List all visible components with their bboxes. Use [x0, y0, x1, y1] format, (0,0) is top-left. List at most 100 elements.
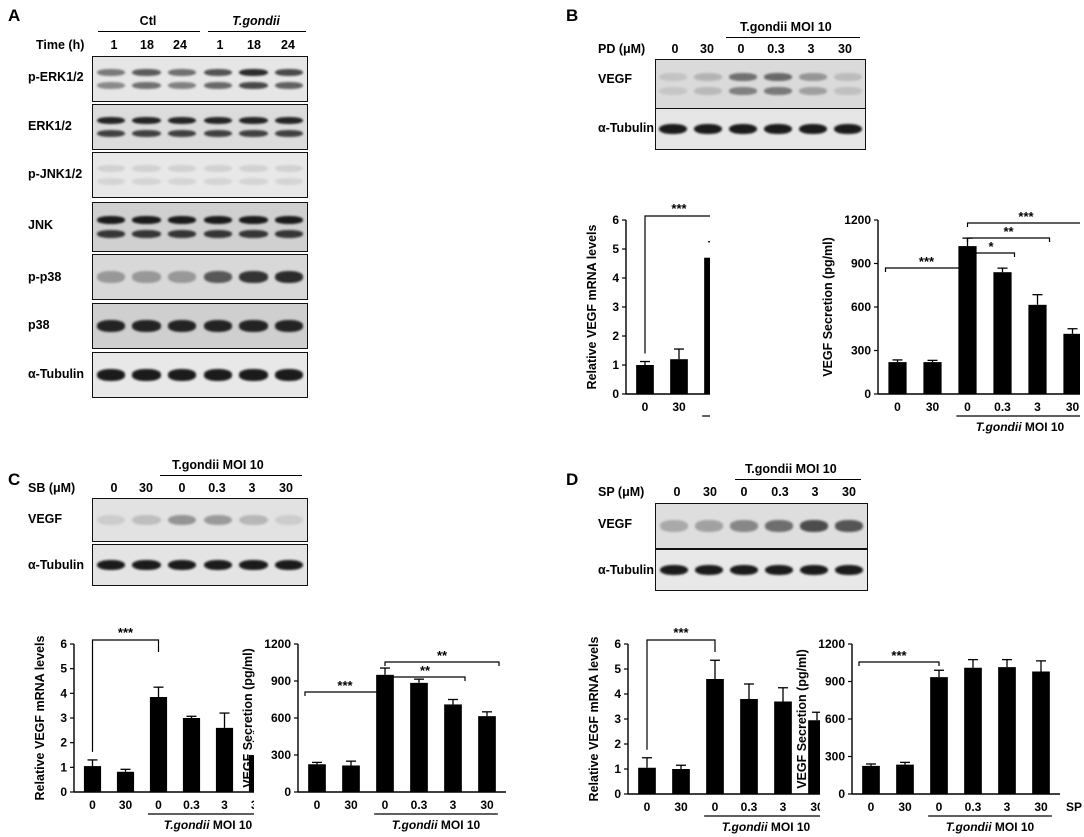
- x-tick-label: 30: [674, 800, 688, 814]
- blot-band: [763, 73, 792, 82]
- blot-band: [96, 229, 126, 238]
- x-tick-label: 30: [1066, 400, 1080, 414]
- blot-band: [694, 520, 723, 532]
- blot-band: [96, 165, 126, 173]
- bar: [964, 667, 982, 794]
- panel-label-b: B: [566, 6, 579, 25]
- blot-band: [167, 229, 197, 238]
- blot-band: [694, 123, 723, 135]
- blot-band: [96, 69, 126, 77]
- blot-band: [274, 177, 304, 185]
- y-tick-label: 0: [838, 787, 845, 801]
- blot-band: [239, 559, 268, 571]
- y-tick-label: 6: [614, 637, 621, 651]
- blot-band: [132, 320, 161, 332]
- lane-label: 30: [700, 42, 714, 56]
- blot-band: [96, 216, 126, 225]
- x-tick-label: 0: [382, 798, 389, 812]
- blot-label-tubulin: α-Tubulin: [28, 367, 85, 381]
- blot-band: [798, 86, 827, 95]
- lane-label: 1: [216, 38, 224, 52]
- significance-bracket: [966, 252, 1016, 257]
- blot-band: [239, 216, 268, 225]
- blot-band: [659, 564, 688, 576]
- bar: [410, 682, 428, 792]
- blot-band: [96, 369, 126, 381]
- bar: [670, 359, 688, 394]
- bar: [376, 674, 394, 792]
- x-unit-label: SP (μM): [1066, 800, 1084, 814]
- blot-band: [167, 271, 197, 283]
- x-tick-label: 30: [926, 400, 940, 414]
- y-tick-label: 6: [612, 213, 619, 227]
- lane-label: 0: [740, 485, 748, 499]
- lane-label: 0: [178, 481, 186, 495]
- significance-stars: ***: [919, 254, 935, 269]
- blot-band: [274, 117, 304, 125]
- y-axis-label: Relative VEGF mRNA levels: [33, 636, 47, 801]
- x-tick-label: 3: [780, 800, 787, 814]
- bar: [182, 718, 201, 792]
- blot-label-vegf: VEGF: [28, 512, 63, 526]
- blot-band: [763, 86, 792, 95]
- x-tick-label: 30: [119, 798, 133, 812]
- lane-label: 0: [671, 42, 679, 56]
- significance-stars: *: [988, 239, 994, 254]
- x-tick-label: 0: [314, 798, 321, 812]
- y-tick-label: 900: [851, 257, 871, 271]
- significance-stars: **: [420, 663, 431, 678]
- significance-bracket: [91, 639, 160, 752]
- bar: [1028, 304, 1047, 394]
- blot-band: [203, 369, 233, 381]
- conc-label: SB (μM): [28, 481, 76, 495]
- blot-band: [132, 559, 161, 571]
- blot-p-erk: [92, 56, 308, 102]
- blot-band: [729, 564, 758, 576]
- lane-label: 0.3: [767, 42, 785, 56]
- significance-stars: ***: [337, 678, 353, 693]
- blot-band: [96, 514, 126, 526]
- y-tick-label: 1200: [264, 637, 291, 651]
- significance-bracket: [966, 222, 1080, 227]
- x-tick-label: 0: [936, 800, 943, 814]
- bar: [958, 246, 977, 394]
- blot-band: [167, 117, 197, 125]
- blot-tubulin: [655, 549, 868, 591]
- bar: [83, 766, 102, 792]
- blot-band: [274, 129, 304, 137]
- blot-band: [203, 320, 233, 332]
- lane-label: 30: [139, 481, 153, 495]
- x-tick-label: 30: [344, 798, 358, 812]
- blot-band: [835, 564, 864, 576]
- significance-bracket: [304, 691, 386, 696]
- significance-stars: ***: [891, 648, 907, 663]
- blot-band: [132, 69, 161, 77]
- y-tick-label: 300: [271, 748, 291, 762]
- significance-bracket: [966, 237, 1051, 242]
- blot-band: [239, 229, 268, 238]
- group-label: T.gondii MOI 10: [164, 818, 253, 832]
- lane-label: 0: [110, 481, 118, 495]
- blot-band: [167, 69, 197, 77]
- y-tick-label: 4: [612, 271, 619, 285]
- blot-tubulin: [655, 108, 866, 150]
- lane-label: 30: [838, 42, 852, 56]
- x-tick-label: 30: [1034, 800, 1048, 814]
- y-tick-label: 900: [825, 675, 845, 689]
- lane-label: 18: [247, 38, 261, 52]
- lane-label: 30: [842, 485, 856, 499]
- group-label-tgondii: T.gondii: [232, 14, 280, 28]
- blot-band: [132, 129, 161, 137]
- blot-band: [729, 520, 758, 532]
- blot-band: [132, 216, 161, 225]
- significance-bracket: [644, 215, 710, 354]
- blot-p-jnk: [92, 152, 308, 198]
- treatment-header: T.gondii MOI 10: [740, 20, 832, 34]
- lane-label: 24: [173, 38, 187, 52]
- blot-band: [167, 81, 197, 89]
- blot-band: [274, 216, 304, 225]
- blot-band: [833, 123, 862, 135]
- y-tick-label: 900: [271, 674, 291, 688]
- blot-band: [167, 514, 197, 526]
